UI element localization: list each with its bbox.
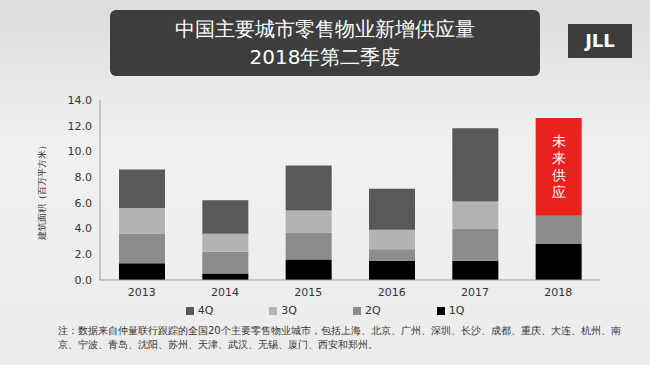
svg-text:4.0: 4.0 bbox=[75, 222, 93, 235]
svg-text:2017: 2017 bbox=[461, 286, 489, 299]
html-text:中国主要城市零售物业新增供应量: 中国主要城市零售物业新增供应量 bbox=[175, 17, 475, 41]
svg-text:14.0: 14.0 bbox=[68, 94, 93, 107]
svg-text:2.0: 2.0 bbox=[75, 248, 93, 261]
svg-text:2015: 2015 bbox=[294, 286, 322, 299]
html-text:4Q: 4Q bbox=[197, 304, 214, 317]
svg-text:供: 供 bbox=[552, 167, 566, 183]
svg-text:0.0: 0.0 bbox=[75, 274, 93, 287]
svg-text:2013: 2013 bbox=[128, 286, 156, 299]
html-text:2018年第二季度: 2018年第二季度 bbox=[249, 45, 401, 69]
svg-text:6.0: 6.0 bbox=[75, 197, 93, 210]
svg-text:2016: 2016 bbox=[378, 286, 406, 299]
svg-text:2014: 2014 bbox=[211, 286, 239, 299]
html-text:2Q: 2Q bbox=[365, 304, 381, 317]
html-text:1Q: 1Q bbox=[448, 304, 465, 317]
svg-text:2018: 2018 bbox=[544, 286, 572, 299]
svg-text:建筑面积（百万平方米）: 建筑面积（百万平方米） bbox=[37, 141, 47, 241]
svg-text:未: 未 bbox=[552, 133, 566, 149]
svg-text:来: 来 bbox=[552, 150, 566, 166]
html-text:注：数据来自仲量联行跟踪的全国20个主要零售物业城市，包括上: 注：数据来自仲量联行跟踪的全国20个主要零售物业城市，包括上海、北京、广州、深圳… bbox=[58, 325, 621, 350]
html-text:JLL: JLL bbox=[585, 30, 615, 51]
svg-text:8.0: 8.0 bbox=[75, 171, 93, 184]
html-text:3Q: 3Q bbox=[281, 304, 297, 317]
svg-text:应: 应 bbox=[552, 184, 566, 200]
svg-text:10.0: 10.0 bbox=[68, 145, 93, 158]
svg-text:12.0: 12.0 bbox=[68, 120, 93, 133]
